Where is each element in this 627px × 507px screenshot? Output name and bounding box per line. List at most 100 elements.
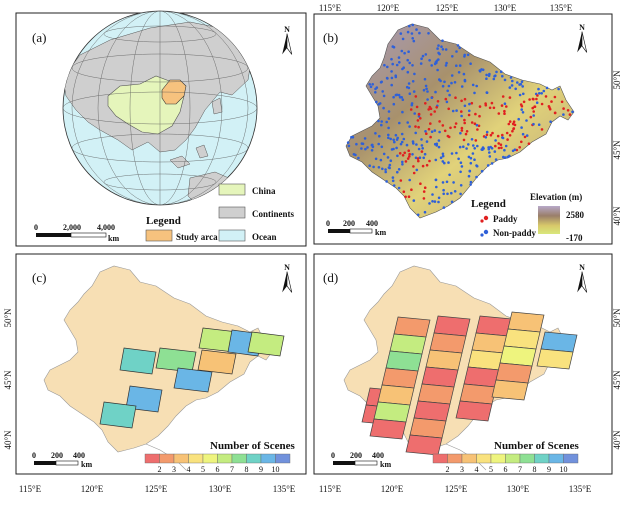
- nonpaddy-point: [521, 111, 525, 114]
- nonpaddy-point: [390, 76, 394, 80]
- nonpaddy-point: [434, 178, 438, 182]
- lon-d-2: 125°E: [445, 484, 468, 494]
- paddy-point: [540, 128, 544, 131]
- ramp-tick: 5: [489, 465, 493, 474]
- legend-a-swatch-continents: [218, 206, 246, 219]
- nonpaddy-point: [537, 87, 540, 91]
- nonpaddy-point: [455, 109, 458, 112]
- lon-d-3: 130°E: [507, 484, 530, 494]
- nonpaddy-point: [525, 119, 528, 122]
- nonpaddy-point: [462, 72, 466, 76]
- nonpaddy-point: [390, 57, 393, 61]
- nonpaddy-point: [400, 49, 404, 53]
- nonpaddy-point: [388, 163, 392, 167]
- nonpaddy-point: [400, 140, 404, 144]
- paddy-point: [527, 142, 531, 145]
- nonpaddy-point: [437, 145, 441, 149]
- nonpaddy-point: [437, 51, 440, 55]
- nonpaddy-point: [485, 130, 489, 134]
- paddy-point: [473, 122, 477, 125]
- paddy-point: [438, 120, 441, 123]
- nonpaddy-point: [473, 147, 477, 150]
- nonpaddy-point: [425, 140, 429, 143]
- legend-a: Legend China Continents Study arca Ocean: [145, 183, 295, 242]
- nonpaddy-point: [451, 109, 455, 113]
- nonpaddy-point: [448, 93, 451, 97]
- ramp-cell: [231, 453, 247, 464]
- paddy-point: [447, 135, 451, 139]
- ramp-cell: [202, 453, 218, 464]
- legend-a-swatch-ocean: [218, 229, 246, 242]
- paddy-point: [420, 150, 424, 153]
- nonpaddy-point: [431, 193, 434, 196]
- panel-b-lon-ticks: 115°E 120°E 125°E 130°E 135°E: [319, 3, 573, 13]
- scene-c-7: [173, 367, 213, 393]
- scale-a-0: 0: [34, 223, 38, 232]
- ramp-cell: [260, 453, 276, 464]
- legend-b: Legend Paddy Non-paddy Elevation (m) 258…: [471, 192, 585, 243]
- panel-c-lat-ticks: 50°N 45°N 40°N: [3, 308, 13, 450]
- nonpaddy-point: [352, 153, 356, 156]
- ramp-cell: [563, 453, 579, 464]
- nonpaddy-point: [410, 32, 414, 35]
- ramp-tick: 4: [187, 465, 191, 474]
- nonpaddy-point: [374, 91, 377, 94]
- paddy-point: [435, 106, 439, 109]
- paddy-point: [508, 134, 512, 137]
- ramp-tick: 8: [533, 465, 537, 474]
- scale-c-1: 200: [51, 451, 63, 460]
- paddy-point: [512, 127, 515, 131]
- nonpaddy-point: [389, 137, 393, 141]
- nonpaddy-point: [525, 134, 529, 137]
- nonpaddy-point: [467, 155, 471, 159]
- nonpaddy-point: [475, 84, 479, 88]
- paddy-point: [447, 107, 451, 111]
- nonpaddy-point: [414, 131, 418, 135]
- scene-d-cell: [405, 434, 443, 456]
- legend-a-swatch-china: [218, 183, 246, 196]
- nonpaddy-point: [499, 70, 503, 73]
- nonpaddy-point: [473, 91, 476, 95]
- paddy-point: [407, 195, 411, 198]
- nonpaddy-point: [386, 65, 389, 69]
- paddy-point: [404, 160, 408, 163]
- ramp-cell: [548, 453, 564, 464]
- ramp-cell: [534, 453, 550, 464]
- lat-c-50: 50°N: [3, 308, 13, 328]
- paddy-point: [419, 117, 422, 120]
- nonpaddy-point: [394, 93, 398, 97]
- scene-d-cell: [491, 379, 529, 401]
- paddy-point: [511, 129, 514, 133]
- nonpaddy-point: [518, 83, 521, 86]
- nonpaddy-point: [397, 93, 401, 97]
- paddy-point: [497, 112, 501, 115]
- scene-d-cell: [429, 332, 467, 354]
- paddy-point: [535, 97, 538, 101]
- nonpaddy-point: [360, 147, 363, 150]
- paddy-point: [533, 105, 537, 108]
- nonpaddy-point: [391, 179, 395, 183]
- nonpaddy-point: [510, 84, 514, 87]
- paddy-point: [425, 163, 429, 167]
- nonpaddy-point: [380, 120, 384, 123]
- nonpaddy-point: [399, 142, 403, 146]
- nonpaddy-point: [441, 39, 444, 42]
- scene-d-cell: [499, 345, 537, 367]
- nonpaddy-point: [487, 147, 491, 151]
- scene-legend-d: Number of Scenes 2 3 4 5 6 7 8 9 10: [432, 440, 579, 474]
- nonpaddy-point: [391, 45, 395, 48]
- nonpaddy-point: [421, 147, 425, 150]
- paddy-point: [462, 138, 466, 142]
- scene-c-6: [197, 349, 237, 375]
- legend-b-title: Legend: [471, 198, 506, 210]
- paddy-point: [499, 143, 503, 146]
- nonpaddy-point: [346, 141, 350, 144]
- nonpaddy-point: [450, 152, 454, 155]
- paddy-point: [491, 131, 494, 135]
- paddy-point: [460, 129, 464, 132]
- nonpaddy-point: [463, 104, 467, 108]
- paddy-point: [528, 98, 531, 101]
- panel-c: (c) Number of Scenes 2 3 4 5 6 7 8 9 10 0 200 40…: [15, 253, 307, 475]
- nonpaddy-point: [401, 37, 405, 41]
- scene-d-cell: [455, 400, 493, 422]
